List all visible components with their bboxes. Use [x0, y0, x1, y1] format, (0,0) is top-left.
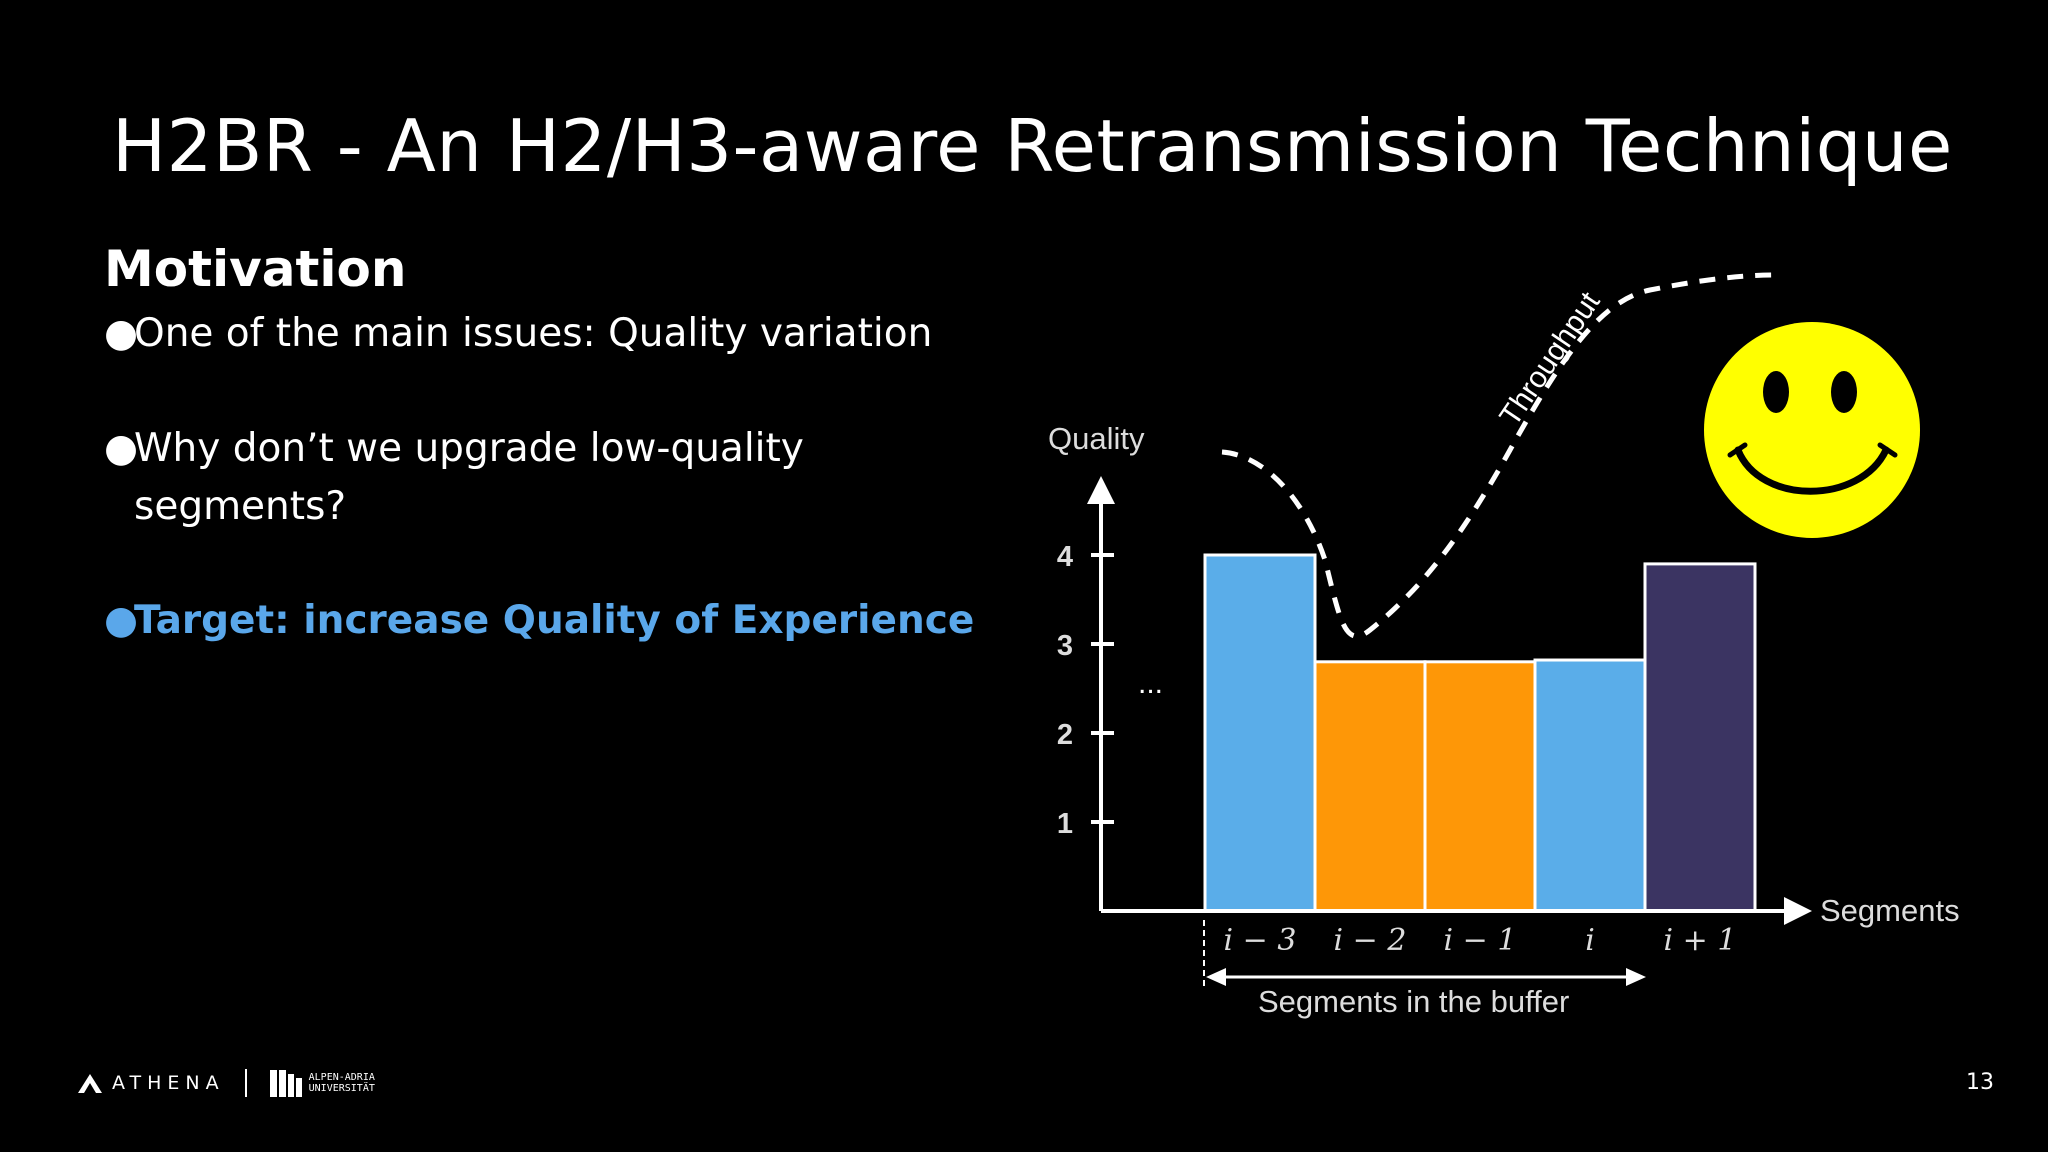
slide-title: H2BR - An H2/H3-aware Retransmission Tec… — [112, 104, 1953, 188]
bullet-text: Why don’t we upgrade low-quality — [134, 426, 804, 471]
bar-3 — [1533, 658, 1647, 913]
x-axis-label: Segments — [1820, 893, 1960, 928]
university-name-line1: ALPEN-ADRIA — [308, 1072, 375, 1083]
x-tick-label: i — [1585, 923, 1595, 958]
happy-face-icon — [1704, 322, 1920, 538]
bullet-marker: ● — [104, 311, 139, 356]
throughput-curve — [1221, 272, 1776, 639]
bullet-text-continuation: segments? — [134, 484, 347, 529]
bullet-marker: ● — [104, 426, 139, 471]
page-number: 13 — [1966, 1070, 1994, 1095]
athena-logo-icon — [78, 1074, 102, 1093]
athena-logo-text: ATHENA — [112, 1072, 225, 1094]
x-tick-label: i − 2 — [1334, 923, 1407, 958]
ellipsis: ... — [1138, 667, 1163, 700]
y-axis-arrow — [1087, 476, 1115, 504]
bullet-text: One of the main issues: Quality variatio… — [134, 311, 933, 356]
section-heading: Motivation — [104, 240, 407, 298]
bullet-item: ●Why don’t we upgrade low-quality segmen… — [104, 420, 804, 536]
bar-0 — [1203, 553, 1317, 913]
bullet-item: ●One of the main issues: Quality variati… — [104, 305, 932, 363]
footer-logos: ATHENA ALPEN-ADRIA UNIVERSITÄT — [76, 1068, 375, 1098]
x-axis-arrow — [1784, 897, 1812, 925]
x-tick-label: i − 3 — [1224, 923, 1297, 958]
y-tick-label: 1 — [1057, 808, 1073, 840]
buffer-label: Segments in the buffer — [1258, 984, 1569, 1019]
bullet-item-highlight: ●Target: increase Quality of Experience — [104, 592, 974, 650]
bar-4 — [1643, 562, 1757, 913]
y-tick-label: 4 — [1057, 541, 1073, 573]
university-logo-text: ALPEN-ADRIA UNIVERSITÄT — [309, 1072, 375, 1094]
throughput-label: Throughput — [1493, 286, 1607, 432]
bullet-marker: ● — [104, 598, 139, 643]
buffer-arrow-right — [1626, 968, 1646, 986]
y-axis-ticks: 1 2 3 4 — [1057, 541, 1114, 840]
buffer-arrow-left — [1206, 968, 1226, 986]
x-tick-label: i − 1 — [1444, 923, 1517, 958]
footer-separator — [244, 1069, 247, 1097]
x-tick-label: i + 1 — [1664, 923, 1737, 958]
university-name-line2: UNIVERSITÄT — [308, 1083, 375, 1094]
bullet-text: Target: increase Quality of Experience — [134, 598, 975, 643]
x-tick-labels: i − 3 i − 2 i − 1 i i + 1 — [1224, 923, 1737, 958]
y-axis-label: Quality — [1048, 421, 1145, 456]
bars-group — [1203, 553, 1757, 913]
university-logo-icon — [269, 1070, 302, 1097]
bar-1 — [1313, 660, 1427, 913]
y-tick-label: 3 — [1057, 630, 1073, 662]
bar-2 — [1423, 660, 1537, 913]
y-tick-label: 2 — [1057, 719, 1073, 751]
